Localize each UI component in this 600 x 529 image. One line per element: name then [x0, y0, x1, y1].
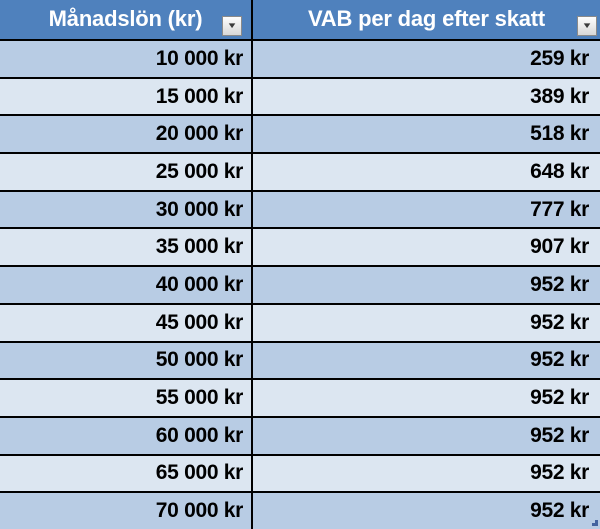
table-resize-handle[interactable]	[592, 520, 598, 526]
filter-button-vab[interactable]: ▼	[577, 16, 597, 36]
vab-cell[interactable]: 907 kr	[530, 235, 589, 259]
salary-cell[interactable]: 35 000 kr	[0, 229, 253, 266]
table-row: 65 000 kr 952 kr	[0, 455, 600, 494]
salary-cell[interactable]: 45 000 kr	[0, 304, 253, 341]
table-row: 40 000 kr 952 kr	[0, 267, 600, 305]
salary-cell[interactable]: 25 000 kr	[0, 154, 253, 190]
salary-cell[interactable]: 15 000 kr	[0, 78, 253, 115]
table-row: 55 000 kr 952 kr	[0, 380, 600, 418]
vab-cell[interactable]: 952 kr	[530, 272, 589, 296]
table-row: 45 000 kr 952 kr	[0, 304, 600, 343]
table-row: 60 000 kr 952 kr	[0, 417, 600, 456]
table-row: 35 000 kr 907 kr	[0, 229, 600, 268]
salary-cell[interactable]: 60 000 kr	[0, 417, 253, 454]
table-header-row: Månadslön (kr) ▼ VAB per dag efter skatt…	[0, 0, 600, 41]
salary-cell[interactable]: 20 000 kr	[0, 116, 253, 153]
filter-dropdown-icon: ▼	[581, 21, 593, 30]
vab-cell[interactable]: 952 kr	[530, 310, 589, 334]
header-cell-vab[interactable]: VAB per dag efter skatt ▼	[253, 0, 600, 39]
salary-cell[interactable]: 65 000 kr	[0, 455, 253, 492]
table-body: 10 000 kr 259 kr 15 000 kr 389 kr 20 000…	[0, 41, 600, 529]
salary-cell[interactable]: 70 000 kr	[0, 493, 253, 529]
filter-dropdown-icon: ▼	[226, 21, 238, 30]
vab-cell[interactable]: 952 kr	[530, 348, 589, 372]
table-row: 30 000 kr 777 kr	[0, 191, 600, 230]
table-row: 70 000 kr 952 kr	[0, 493, 600, 529]
vab-cell[interactable]: 259 kr	[530, 46, 589, 70]
vab-cell[interactable]: 952 kr	[530, 499, 589, 523]
header-cell-salary[interactable]: Månadslön (kr) ▼	[0, 0, 253, 39]
salary-cell[interactable]: 30 000 kr	[0, 191, 253, 228]
vab-cell[interactable]: 389 kr	[530, 84, 589, 108]
salary-column-header: Månadslön (kr)	[48, 5, 203, 31]
vab-cell[interactable]: 952 kr	[530, 461, 589, 485]
filter-button-salary[interactable]: ▼	[222, 16, 242, 36]
vab-cell[interactable]: 518 kr	[530, 122, 589, 146]
salary-cell[interactable]: 55 000 kr	[0, 380, 253, 416]
vab-column-header: VAB per dag efter skatt	[307, 5, 546, 31]
vab-cell[interactable]: 952 kr	[530, 386, 589, 410]
table-row: 50 000 kr 952 kr	[0, 342, 600, 381]
salary-cell[interactable]: 50 000 kr	[0, 342, 253, 379]
vab-cell[interactable]: 777 kr	[530, 197, 589, 221]
salary-cell[interactable]: 10 000 kr	[0, 41, 253, 77]
table-row: 10 000 kr 259 kr	[0, 41, 600, 79]
salary-cell[interactable]: 40 000 kr	[0, 267, 253, 303]
table-row: 25 000 kr 648 kr	[0, 154, 600, 192]
vab-cell[interactable]: 648 kr	[530, 159, 589, 183]
table-row: 15 000 kr 389 kr	[0, 78, 600, 117]
vab-cell[interactable]: 952 kr	[530, 423, 589, 447]
table-row: 20 000 kr 518 kr	[0, 116, 600, 155]
